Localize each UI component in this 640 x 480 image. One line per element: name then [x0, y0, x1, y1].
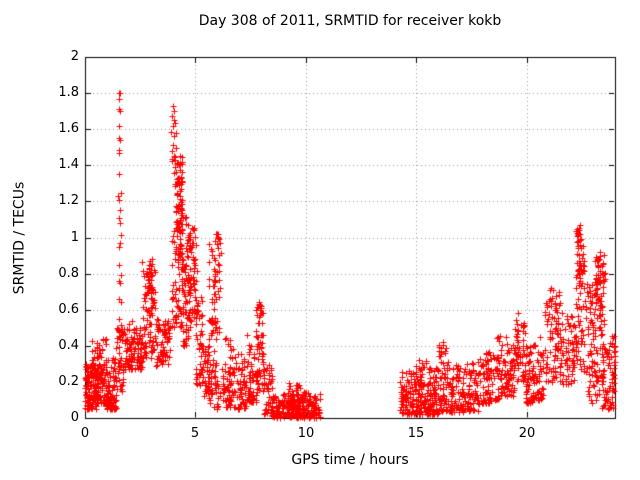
y-tick-label: 0.2: [58, 374, 79, 389]
y-tick-label: 2: [70, 49, 79, 64]
y-tick-label: 1.6: [58, 121, 79, 136]
y-tick-label: 1.2: [58, 193, 79, 208]
y-tick-label: 0.8: [58, 266, 79, 281]
y-tick-label: 0: [70, 410, 79, 425]
y-axis-label-wrap: SRMTID / TECUs: [2, 57, 36, 418]
y-tick-label: 1.4: [58, 157, 79, 172]
y-tick-label: 0.4: [58, 338, 79, 353]
x-tick-label: 10: [297, 426, 315, 441]
y-tick-label: 0.6: [58, 302, 79, 317]
x-tick-label: 20: [518, 426, 536, 441]
chart-title: Day 308 of 2011, SRMTID for receiver kok…: [198, 13, 502, 29]
x-tick-label: 15: [407, 426, 425, 441]
x-tick-label: 0: [80, 426, 90, 441]
x-axis-label: GPS time / hours: [291, 452, 409, 468]
y-tick-label: 1: [70, 230, 79, 245]
y-tick-label: 1.8: [58, 85, 79, 100]
y-axis-label: SRMTID / TECUs: [11, 181, 27, 294]
x-tick-label: 5: [190, 426, 200, 441]
